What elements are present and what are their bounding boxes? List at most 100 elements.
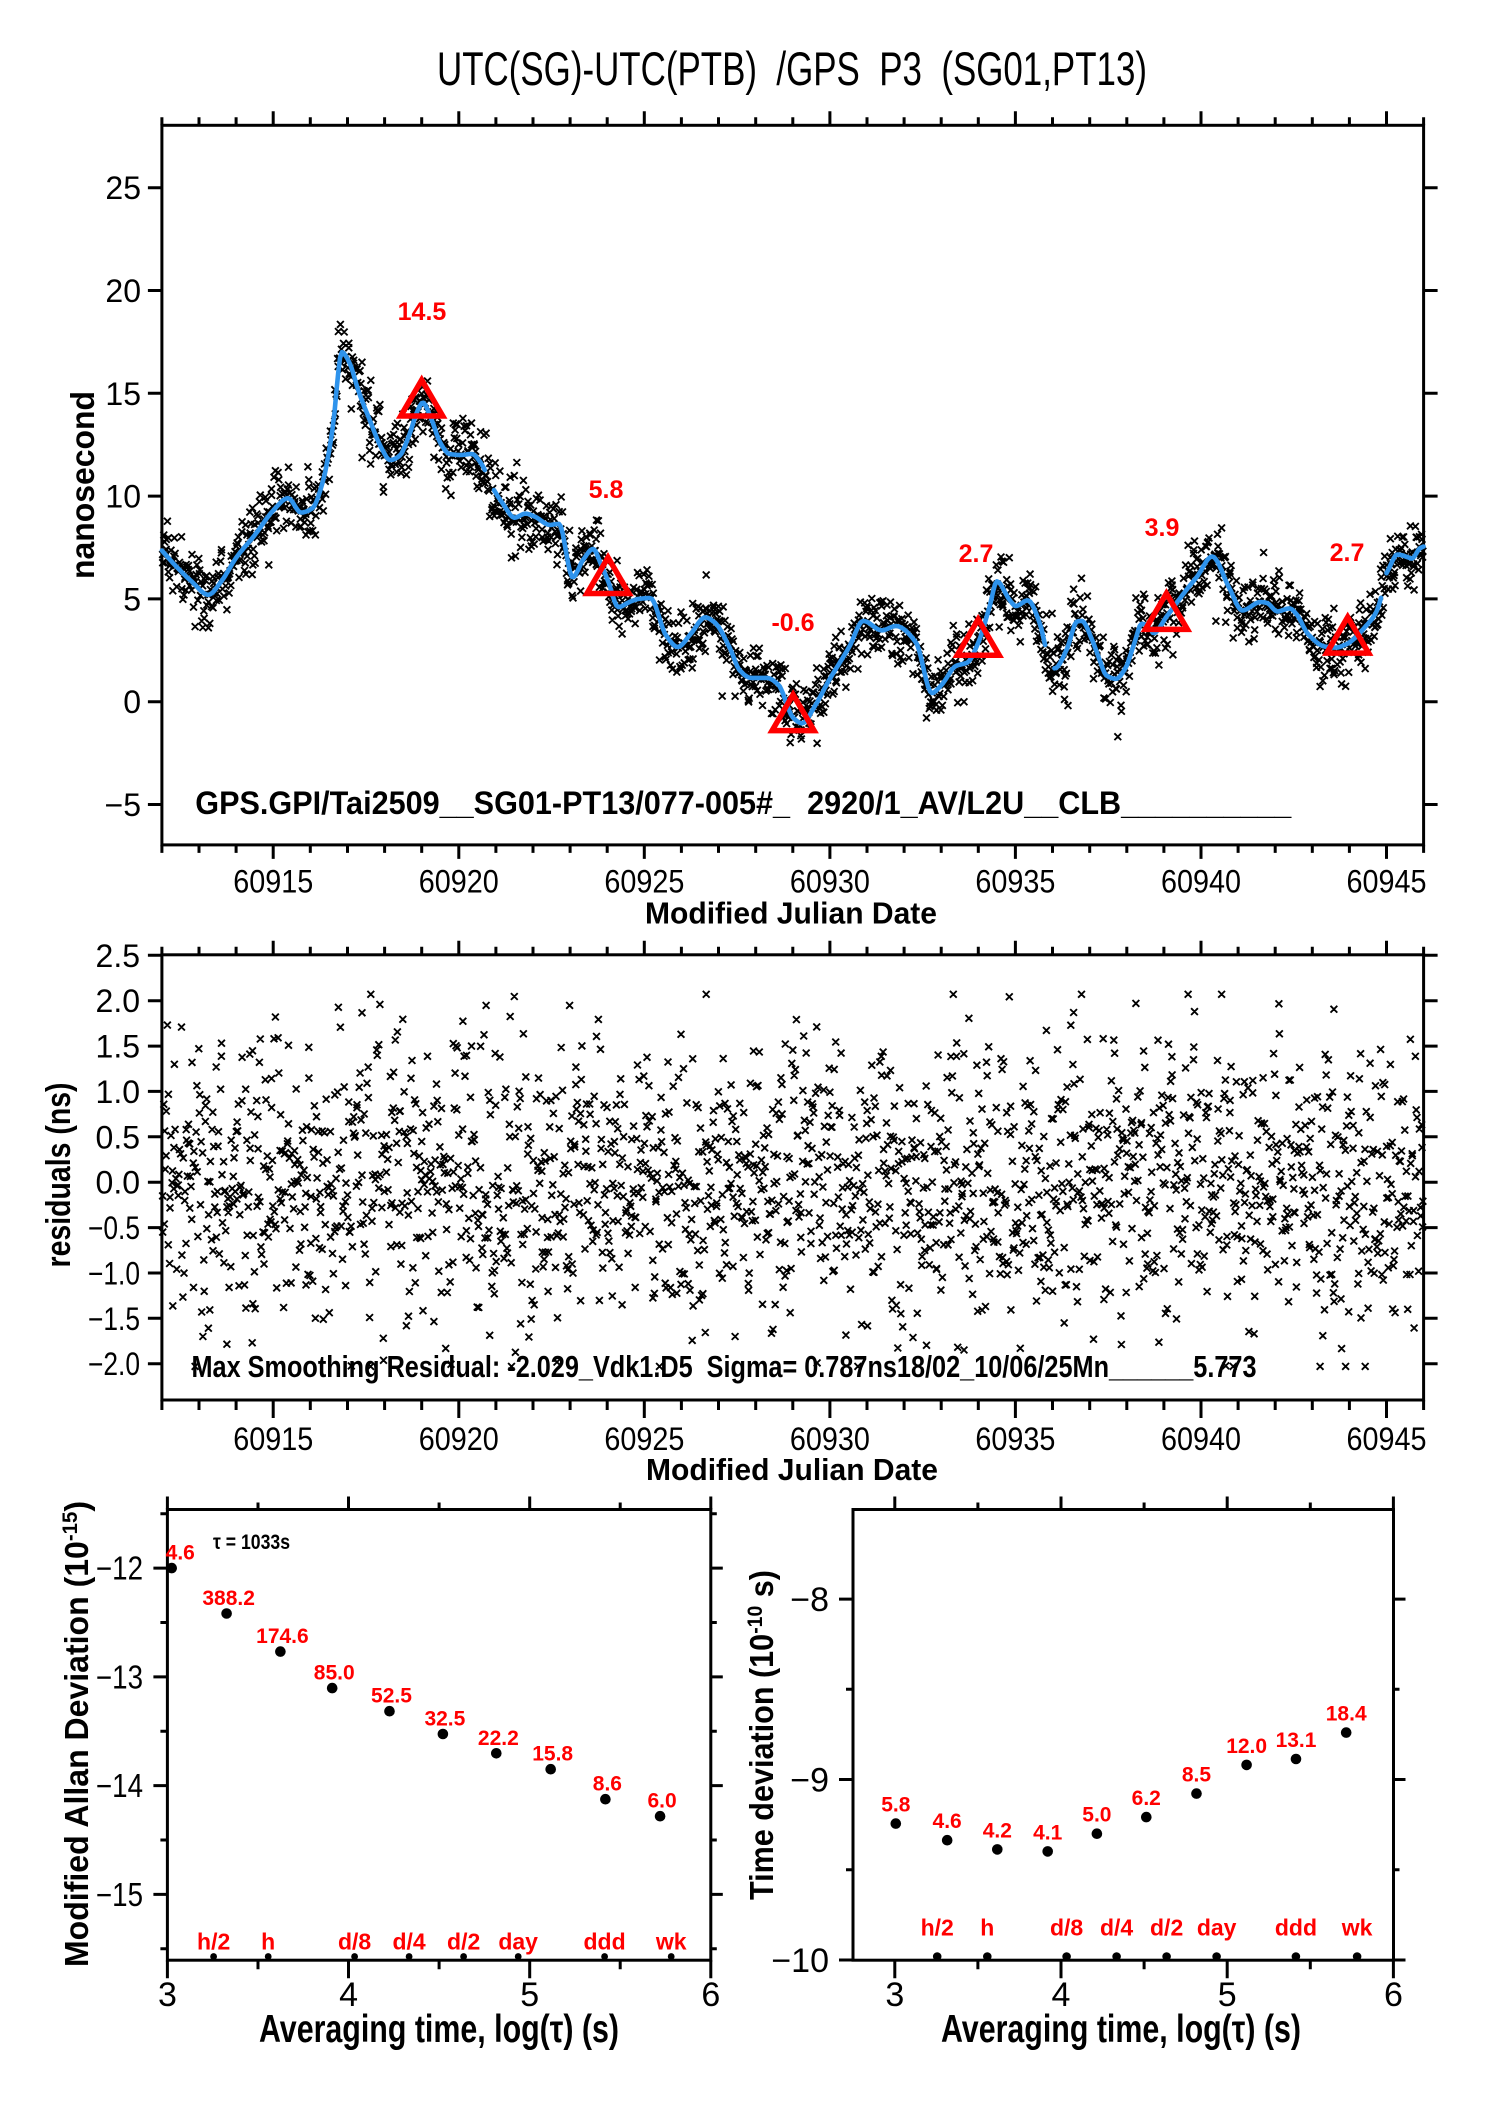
svg-text:residuals (ns): residuals (ns) xyxy=(40,1083,78,1268)
svg-text:6: 6 xyxy=(701,1976,720,2014)
svg-text:UTC(SG)-UTC(PTB) /GPS P3 (S: UTC(SG)-UTC(PTB) /GPS P3 (SG01,PT13) xyxy=(437,42,1147,95)
svg-text:Time deviation (10-10 s): Time deviation (10-10 s) xyxy=(743,1570,780,1900)
svg-text:0.5: 0.5 xyxy=(96,1119,140,1155)
svg-text:Averaging time, log(τ) (s): Averaging time, log(τ) (s) xyxy=(259,2008,619,2051)
svg-text:Averaging time, log(τ) (s): Averaging time, log(τ) (s) xyxy=(941,2008,1301,2051)
svg-text:4.2: 4.2 xyxy=(983,1819,1012,1842)
svg-text:ddd: ddd xyxy=(584,1929,626,1955)
svg-text:6: 6 xyxy=(1384,1976,1403,2014)
svg-text:12.0: 12.0 xyxy=(1226,1735,1267,1758)
svg-text:d/4: d/4 xyxy=(392,1929,425,1955)
svg-text:60920: 60920 xyxy=(419,1421,499,1457)
svg-text:nanosecond: nanosecond xyxy=(64,391,101,579)
svg-text:8.5: 8.5 xyxy=(1182,1764,1212,1787)
svg-text:1.5: 1.5 xyxy=(96,1029,140,1065)
svg-text:14.5: 14.5 xyxy=(398,298,447,326)
svg-text:Modified Julian Date: Modified Julian Date xyxy=(645,896,937,931)
svg-text:4.6: 4.6 xyxy=(166,1542,195,1565)
svg-text:22.2: 22.2 xyxy=(478,1727,519,1750)
svg-text:day: day xyxy=(498,1929,538,1955)
svg-text:8.6: 8.6 xyxy=(593,1773,622,1796)
svg-text:day: day xyxy=(1197,1915,1237,1941)
svg-text:−1.0: −1.0 xyxy=(88,1255,140,1291)
svg-text:2.7: 2.7 xyxy=(959,540,994,568)
svg-text:60925: 60925 xyxy=(604,1421,684,1457)
svg-text:2.7: 2.7 xyxy=(1330,539,1365,567)
svg-text:h: h xyxy=(980,1915,994,1941)
svg-text:10: 10 xyxy=(105,479,141,515)
svg-text:6.2: 6.2 xyxy=(1132,1787,1161,1810)
svg-text:60935: 60935 xyxy=(975,1421,1055,1457)
svg-text:60945: 60945 xyxy=(1347,1421,1427,1457)
svg-text:60930: 60930 xyxy=(790,864,870,900)
svg-text:174.6: 174.6 xyxy=(256,1625,309,1648)
svg-text:d/8: d/8 xyxy=(1050,1915,1083,1941)
svg-text:60915: 60915 xyxy=(233,1421,313,1457)
svg-text:h/2: h/2 xyxy=(197,1929,230,1955)
svg-text:−14: −14 xyxy=(96,1767,143,1804)
svg-text:3: 3 xyxy=(885,1976,904,2014)
svg-text:15: 15 xyxy=(105,376,141,412)
svg-text:d/2: d/2 xyxy=(447,1929,480,1955)
svg-text:60920: 60920 xyxy=(419,864,499,900)
svg-text:−8: −8 xyxy=(790,1581,829,1619)
svg-text:4: 4 xyxy=(339,1976,358,2014)
svg-text:20: 20 xyxy=(105,273,141,309)
svg-text:−12: −12 xyxy=(96,1550,143,1587)
svg-text:18.4: 18.4 xyxy=(1326,1703,1367,1726)
svg-text:wk: wk xyxy=(1341,1915,1373,1941)
svg-text:60945: 60945 xyxy=(1347,864,1427,900)
svg-text:60930: 60930 xyxy=(790,1421,870,1457)
svg-text:1.0: 1.0 xyxy=(96,1074,140,1110)
svg-text:d/4: d/4 xyxy=(1100,1915,1133,1941)
svg-text:4.1: 4.1 xyxy=(1033,1821,1063,1844)
svg-text:60940: 60940 xyxy=(1161,1421,1241,1457)
svg-text:2.5: 2.5 xyxy=(96,938,140,974)
svg-text:388.2: 388.2 xyxy=(202,1587,255,1610)
svg-text:−5: −5 xyxy=(105,787,141,823)
svg-text:h: h xyxy=(261,1929,275,1955)
svg-text:−13: −13 xyxy=(96,1658,143,1695)
svg-text:4.6: 4.6 xyxy=(933,1810,962,1833)
svg-text:−1.5: −1.5 xyxy=(88,1301,140,1337)
svg-text:wk: wk xyxy=(655,1929,687,1955)
svg-text:-0.6: -0.6 xyxy=(771,609,814,637)
svg-text:60935: 60935 xyxy=(975,864,1055,900)
svg-text:GPS.GPI/Tai2509__SG01-PT13/077: GPS.GPI/Tai2509__SG01-PT13/077-005#_ 292… xyxy=(195,785,1292,821)
svg-text:60925: 60925 xyxy=(604,864,684,900)
svg-text:0.0: 0.0 xyxy=(96,1165,140,1201)
svg-text:Modified Julian Date: Modified Julian Date xyxy=(646,1452,938,1487)
svg-text:25: 25 xyxy=(105,170,141,206)
svg-text:15.8: 15.8 xyxy=(532,1743,573,1766)
svg-text:ddd: ddd xyxy=(1275,1915,1317,1941)
svg-text:5.8: 5.8 xyxy=(881,1794,911,1817)
svg-text:5: 5 xyxy=(123,581,141,617)
svg-text:Modified Allan Deviation (10-1: Modified Allan Deviation (10-15) xyxy=(58,1501,95,1967)
svg-text:60940: 60940 xyxy=(1161,864,1241,900)
svg-text:5: 5 xyxy=(1218,1976,1237,2014)
svg-text:d/2: d/2 xyxy=(1150,1915,1183,1941)
svg-text:13.1: 13.1 xyxy=(1276,1729,1317,1752)
svg-text:Max Smoothing Residual: -2.029: Max Smoothing Residual: -2.029_Vdk1.D5 S… xyxy=(192,1349,1257,1384)
svg-text:52.5: 52.5 xyxy=(371,1685,412,1708)
svg-text:3: 3 xyxy=(158,1976,177,2014)
svg-text:60915: 60915 xyxy=(233,864,313,900)
svg-text:τ = 1033s: τ = 1033s xyxy=(213,1531,290,1554)
svg-text:5: 5 xyxy=(520,1976,539,2014)
svg-text:5.0: 5.0 xyxy=(1082,1804,1111,1827)
svg-text:2.0: 2.0 xyxy=(96,983,140,1019)
svg-text:h/2: h/2 xyxy=(921,1915,954,1941)
svg-text:5.8: 5.8 xyxy=(589,476,624,504)
svg-text:32.5: 32.5 xyxy=(424,1707,465,1730)
svg-text:−9: −9 xyxy=(790,1762,829,1800)
svg-text:0: 0 xyxy=(123,684,141,720)
svg-text:−10: −10 xyxy=(771,1942,829,1980)
svg-text:−0.5: −0.5 xyxy=(88,1210,140,1246)
svg-text:4: 4 xyxy=(1052,1976,1071,2014)
svg-text:−2.0: −2.0 xyxy=(88,1346,140,1382)
svg-text:85.0: 85.0 xyxy=(314,1662,355,1685)
svg-text:d/8: d/8 xyxy=(338,1929,371,1955)
svg-text:−15: −15 xyxy=(96,1876,143,1913)
svg-text:3.9: 3.9 xyxy=(1145,514,1180,542)
svg-text:6.0: 6.0 xyxy=(647,1790,676,1813)
